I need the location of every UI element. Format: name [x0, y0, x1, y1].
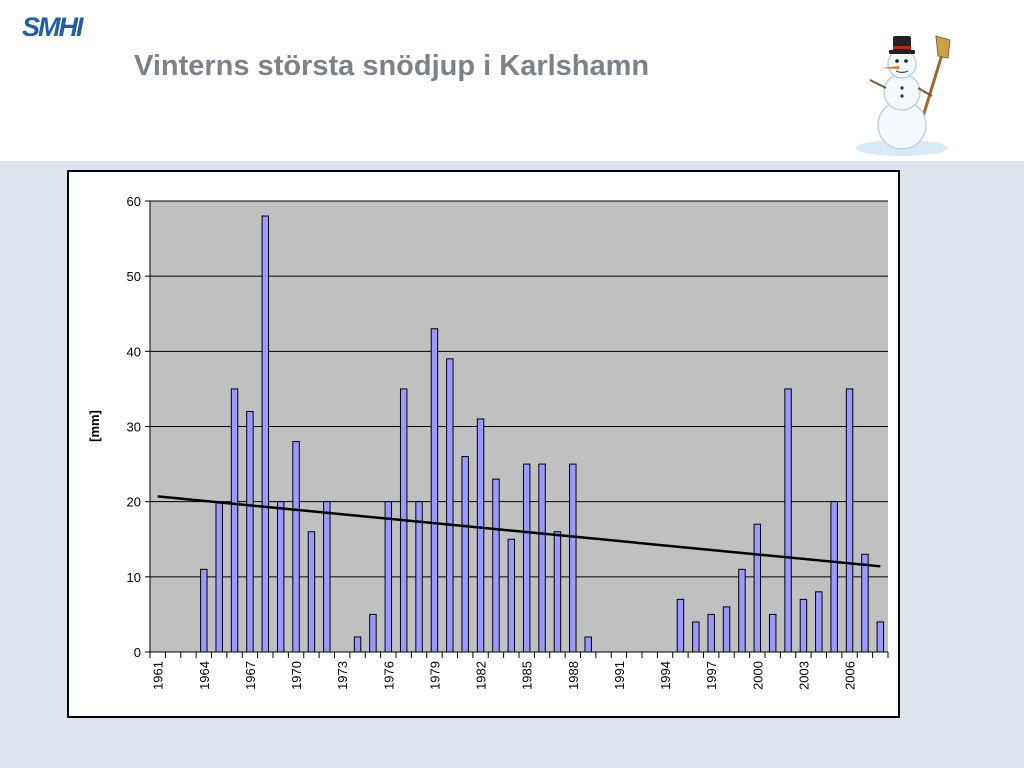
bar [784, 388, 792, 653]
bar [507, 538, 516, 653]
y-tick-label: 20 [127, 495, 141, 510]
y-axis-title: [mm] [87, 410, 102, 442]
bar [738, 568, 746, 653]
bar [845, 388, 854, 653]
x-tick-label: 1982 [474, 661, 489, 690]
bar [276, 501, 285, 653]
bar [861, 553, 869, 653]
x-tick-label: 1994 [658, 661, 673, 690]
bar [353, 636, 362, 653]
bar [323, 501, 331, 653]
slide-header: SMHI Vinterns största snödjup i Karlsham… [0, 0, 1024, 161]
x-tick-label: 1967 [243, 661, 258, 690]
bar [215, 501, 223, 653]
bar [384, 501, 393, 653]
bar [307, 531, 316, 653]
bar [261, 215, 270, 653]
x-tick-label: 1979 [427, 661, 442, 690]
y-tick-label: 50 [127, 269, 141, 284]
bar [461, 456, 469, 653]
bar [722, 606, 731, 653]
bar [538, 463, 546, 653]
bar [569, 463, 577, 653]
bar [476, 418, 485, 653]
bar [876, 621, 885, 653]
bar [415, 501, 423, 653]
bar [430, 328, 439, 653]
x-tick-label: 2000 [750, 661, 765, 690]
page-title: Vinterns största snödjup i Karlshamn [134, 50, 650, 82]
bar [553, 531, 562, 653]
smhi-logo: SMHI [22, 12, 83, 42]
x-tick-label: 2003 [796, 661, 811, 690]
bar [692, 621, 700, 653]
bar [292, 441, 300, 653]
chart-frame: 0 10 20 30 40 50 60 1961 1964 1967 1970 1973 1976 197… [67, 170, 900, 718]
y-tick-label: 60 [127, 194, 141, 209]
bar [246, 410, 254, 653]
bar [707, 613, 715, 653]
y-tick-label: 40 [127, 344, 141, 359]
bar [230, 388, 239, 653]
bar [200, 568, 208, 653]
y-tick-label: 0 [134, 645, 141, 660]
snow-depth-chart: 0 10 20 30 40 50 60 1961 1964 1967 1970 1973 1976 197… [87, 194, 889, 690]
bar [492, 478, 500, 653]
bar [676, 598, 685, 653]
x-tick-label: 1964 [197, 661, 212, 690]
trend-line [157, 495, 881, 568]
snowman-illustration [856, 35, 951, 156]
bar [522, 463, 531, 653]
y-tick-label: 10 [127, 570, 141, 585]
bar [830, 501, 838, 653]
y-tick-label: 30 [127, 420, 141, 435]
bar [768, 613, 777, 653]
bar [446, 358, 454, 653]
x-tick-label: 1976 [381, 661, 396, 690]
x-tick-label: 1985 [520, 661, 535, 690]
bar [799, 598, 808, 653]
x-tick-label: 1991 [612, 661, 627, 690]
x-tick-label: 1988 [566, 661, 581, 690]
bar [369, 613, 377, 653]
bar [753, 523, 762, 653]
x-tick-label: 1997 [704, 661, 719, 690]
x-tick-label: 1973 [335, 661, 350, 690]
x-tick-label: 1961 [151, 661, 166, 690]
bar [584, 636, 592, 653]
bar [815, 591, 823, 653]
x-tick-label: 2006 [843, 661, 858, 690]
x-tick-label: 1970 [289, 661, 304, 690]
